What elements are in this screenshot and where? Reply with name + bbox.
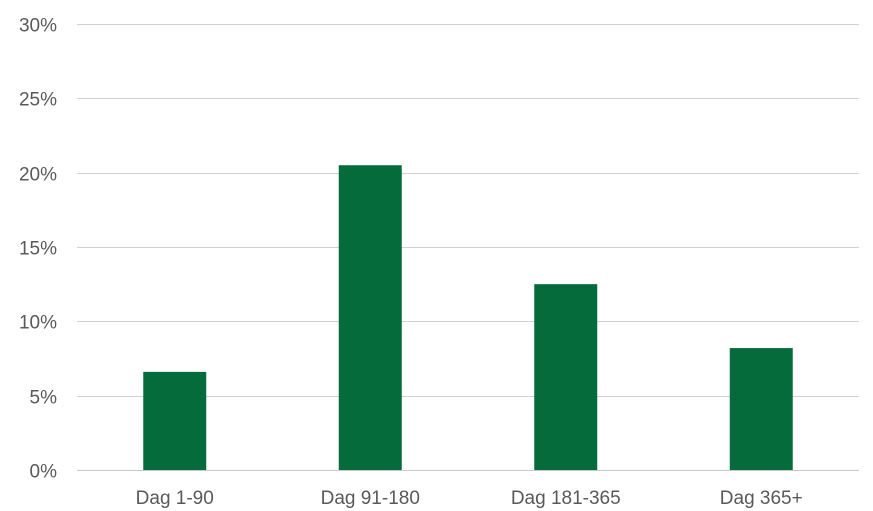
y-tick-label: 15% bbox=[19, 239, 57, 260]
x-tick-label: Dag 1-90 bbox=[136, 488, 214, 509]
y-axis-tick-labels: 0% 5% 10% 15% 20% 25% 30% bbox=[19, 16, 57, 483]
y-tick-label: 5% bbox=[30, 388, 58, 409]
y-tick-label: 20% bbox=[19, 165, 57, 186]
bar bbox=[729, 348, 793, 470]
bar bbox=[143, 371, 207, 470]
x-tick-label: Dag 365+ bbox=[720, 488, 803, 509]
x-axis-tick-labels: Dag 1-90 Dag 91-180 Dag 181-365 Dag 365+ bbox=[136, 488, 803, 509]
bar bbox=[338, 165, 402, 470]
y-tick-label: 25% bbox=[19, 90, 57, 111]
y-tick-label: 30% bbox=[19, 16, 57, 37]
y-tick-label: 10% bbox=[19, 313, 57, 334]
y-tick-label: 0% bbox=[30, 462, 58, 483]
x-tick-label: Dag 181-365 bbox=[511, 488, 621, 509]
x-tick-label: Dag 91-180 bbox=[321, 488, 420, 509]
bars bbox=[143, 165, 793, 470]
bar bbox=[534, 284, 598, 470]
gridlines bbox=[77, 24, 859, 471]
